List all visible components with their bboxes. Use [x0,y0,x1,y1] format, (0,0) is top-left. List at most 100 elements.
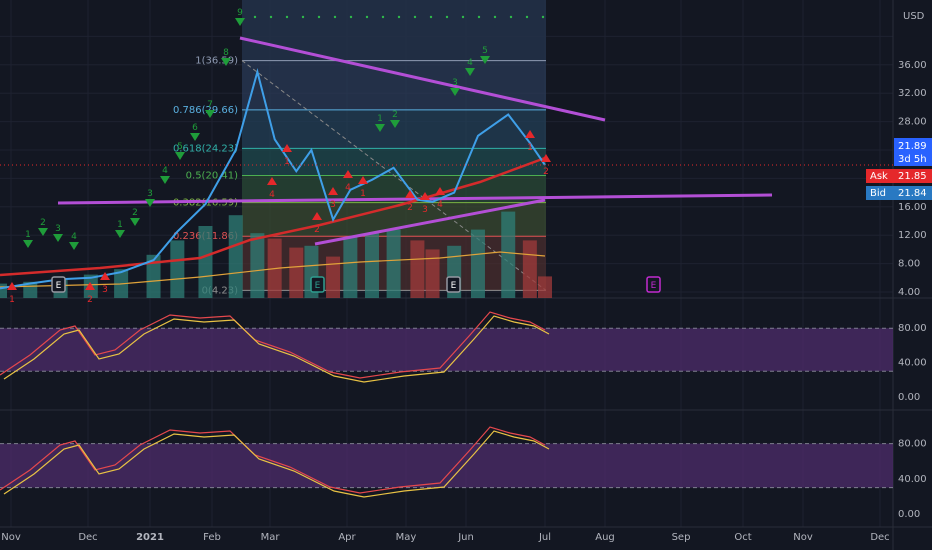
td-buy-count: 2 [392,110,398,120]
fib-top-dot [349,15,353,19]
fib-top-dot [301,15,305,19]
td-sell-count: 1 [9,295,15,305]
td-sell-count: 2 [87,295,93,305]
time-tick-label: Dec [78,532,97,543]
earnings-label: E [56,281,62,291]
osc2-tick-label: 80.00 [898,439,927,450]
bid-value: 21.84 [898,188,927,199]
volume-bar [364,233,379,298]
td-buy-count: 3 [452,78,458,88]
fib-band [242,60,546,110]
td-sell-count: 2 [407,203,413,213]
td-sell-arrow [85,282,95,290]
td-buy-arrow [390,120,400,128]
price-tick-label: 16.00 [898,202,927,213]
td-sell-arrow [358,176,368,184]
bid-label: Bid [870,188,886,199]
td-sell-arrow [541,154,551,162]
volume-bar [170,240,185,298]
volume-bar [146,254,161,298]
fib-top-dot [285,15,289,19]
earnings-badge[interactable] [51,276,66,293]
volume-bar [538,276,552,298]
fib-band [242,148,546,176]
td-sell-count: 4 [437,200,443,210]
fib-top-dot [253,15,257,19]
time-tick-label: Jul [538,532,551,543]
time-tick-label: Nov [793,532,813,543]
fib-top-dot [429,15,433,19]
td-sell-arrow [343,170,353,178]
fib-top-dot [365,15,369,19]
fib-top-dot [541,15,545,19]
td-sell-arrow [525,130,535,138]
fib-zone-top [242,0,546,61]
volume-bar [198,226,213,298]
volume-bar [326,256,341,298]
countdown-value: 3d 5h [898,154,927,165]
osc1-slow-line [3,315,550,383]
last-price-value: 21.89 [898,141,927,152]
td-buy-arrow [190,133,200,141]
fib-top-dot [477,15,481,19]
td-buy-count: 4 [162,166,168,176]
td-sell-count: 3 [422,205,428,215]
price-line [0,68,546,290]
earnings-badge[interactable] [446,276,461,293]
time-tick-label: Dec [870,532,889,543]
currency-label[interactable]: USD [903,11,925,22]
support-line [57,193,773,205]
price-tick-label: 28.00 [898,117,927,128]
time-tick-label: Feb [203,532,221,543]
volume-bar [470,229,485,298]
earnings-badge[interactable] [646,276,661,293]
td-sell-arrow [328,187,338,195]
fib-top-dot [397,15,401,19]
td-buy-arrow [23,240,33,248]
earnings-label: E [451,281,457,291]
fib-level-label: 0(4.23) [202,285,239,296]
volume-bar [289,247,304,298]
td-buy-arrow [160,176,170,184]
fib-top-dot [461,15,465,19]
fib-level-label: 0.618(24.23) [173,143,238,154]
axes: 36.00 32.00 28.00 2 4.00 2 0.00 16.00 12.00 8.00 4… [1,60,926,543]
fib-top-dot [525,15,529,19]
td-buy-count: 6 [192,123,198,133]
td-buy-arrow [130,218,140,226]
volume-bar [425,249,440,298]
volume-bar [501,211,516,298]
fib-top-dot [493,15,497,19]
earnings-badge[interactable] [310,276,325,293]
fib-top-dot [333,15,337,19]
td-buy-arrow [115,230,125,238]
td-buy-count: 3 [147,189,153,199]
price-badges: 21.89 3d 5h Ask 21.85 Bid 21.84 [866,138,932,200]
time-tick-label: Nov [1,532,21,543]
ma-red-line [0,156,546,277]
td-sell-count: 3 [102,285,108,295]
td-sell-count: 2 [543,167,549,177]
td-buy-count: 1 [117,220,123,230]
td-buy-arrow [175,152,185,160]
volume-bar [228,215,243,298]
td-buy-arrow [375,124,385,132]
volume-bar [522,240,537,298]
volume-bar [386,229,401,298]
td-buy-arrow [53,234,63,242]
td-sell-arrow [267,177,277,185]
price-tick-label: 8.00 [898,259,920,270]
fib-top-dot [317,15,321,19]
fib-top-dot [509,15,513,19]
volume-bar [410,240,425,298]
td-buy-arrow [38,228,48,236]
earnings-label: E [651,281,657,291]
fib-band [242,109,546,149]
td-buy-count: 5 [482,46,488,56]
osc2-tick-label: 0.00 [898,509,920,520]
fib-top-dot [413,15,417,19]
td-buy-count: 3 [55,224,61,234]
